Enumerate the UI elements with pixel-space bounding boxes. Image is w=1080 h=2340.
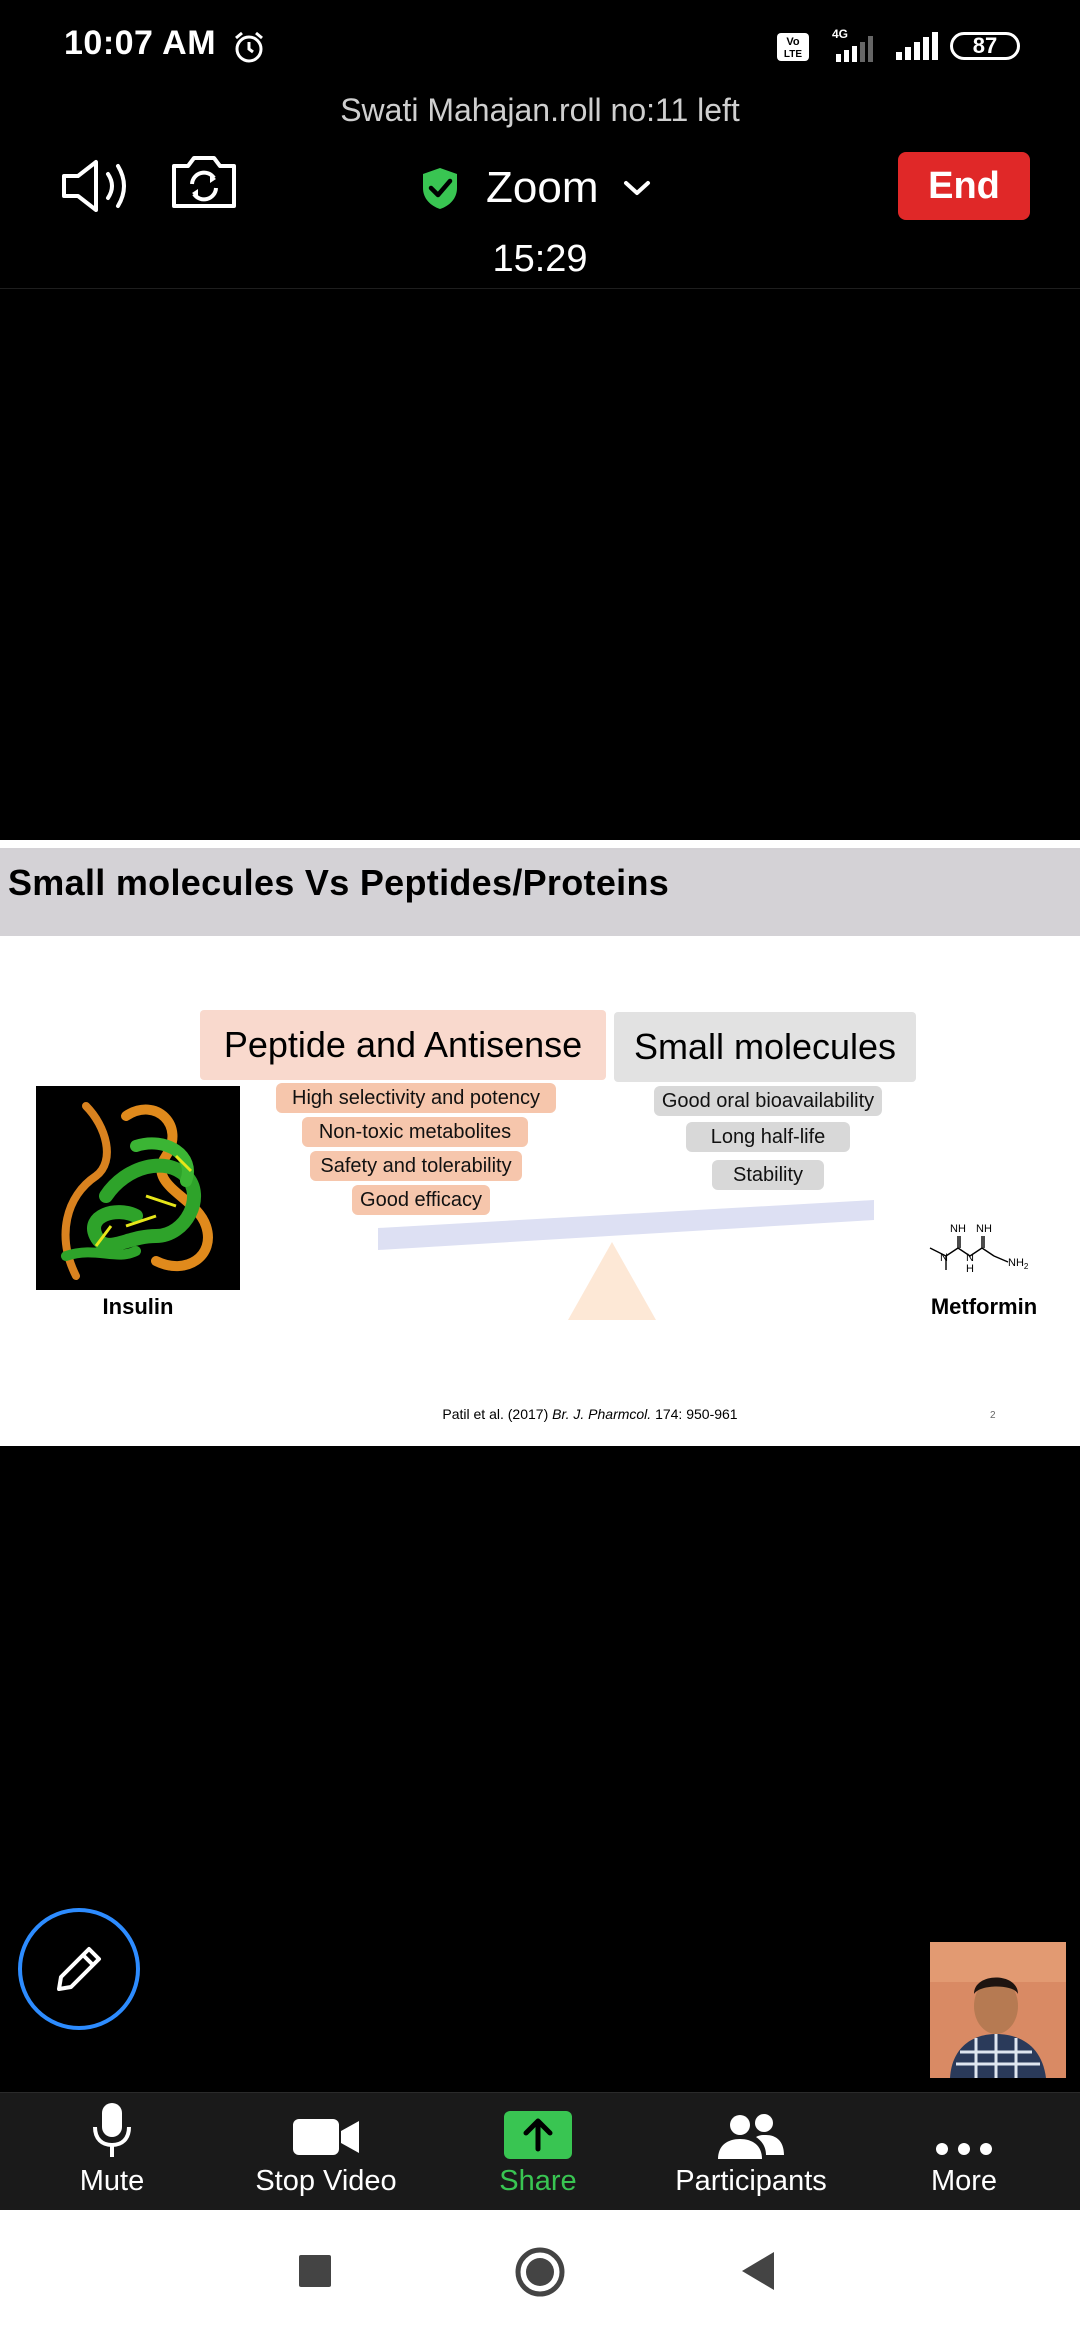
alarm-icon [235,31,263,63]
meeting-timer: 15:29 [492,238,588,280]
slide-title: Small molecules Vs Peptides/Proteins [8,862,670,903]
android-nav-bar [0,2210,1080,2340]
more-dots-icon [936,2143,992,2155]
back-triangle-icon[interactable] [740,2250,776,2292]
metformin-structure-image: NH NH N N H NH2 [929,1223,1029,1275]
metformin-h-mid: H [966,1263,974,1275]
slide-title-bar [0,848,1080,936]
meeting-toolbar: Mute Stop Video Share Part [0,2092,1080,2211]
video-camera-icon [293,2119,359,2155]
svg-text:4G: 4G [832,27,848,41]
annotate-button[interactable] [18,1908,140,2030]
peptide-heading: Peptide and Antisense [200,1010,606,1080]
meeting-title: Zoom [486,163,599,212]
battery-level: 87 [972,33,998,58]
slide-citation: Patil et al. (2017) Br. J. Pharmcol. 174… [442,1406,738,1422]
meeting-title-dropdown[interactable]: Zoom [420,158,652,218]
chevron-down-icon [624,181,651,195]
metformin-n-left: N [940,1252,948,1264]
self-video-thumbnail[interactable] [930,1942,1066,2078]
metformin-nh-right: NH [976,1223,992,1235]
balance-seesaw-graphic [378,1200,874,1320]
metformin-nh2: NH2 [1008,1257,1029,1271]
more-label: More [930,2165,998,2197]
peptide-point: Safety and tolerability [310,1151,522,1181]
status-time: 10:07 AM [64,24,217,62]
header-divider [0,288,1080,289]
insulin-label: Insulin [102,1294,174,1319]
pencil-icon [57,1947,101,1991]
small-molecule-point: Stability [712,1160,824,1190]
slide-number: 2 [990,1410,996,1421]
mute-button[interactable]: Mute [42,2093,182,2211]
svg-text:Vo: Vo [786,36,800,48]
share-button[interactable]: Share [468,2093,608,2211]
signal-icon [896,32,938,60]
share-arrow-icon [504,2111,572,2159]
small-molecules-heading: Small molecules [614,1012,916,1082]
metformin-n-mid: N [966,1252,974,1264]
microphone-icon [93,2103,131,2157]
metformin-nh-left: NH [950,1223,966,1235]
share-label: Share [499,2165,577,2197]
small-molecule-point: Good oral bioavailability [654,1086,882,1116]
stop-video-button[interactable]: Stop Video [236,2093,416,2211]
battery-icon: 87 [950,32,1020,60]
switch-camera-icon[interactable] [170,152,238,210]
volte-icon: Vo LTE [777,33,809,61]
participant-left-notice: Swati Mahajan.roll no:11 left [340,92,740,128]
participant-avatar [930,1942,1066,2078]
participants-icon [718,2114,784,2159]
shared-screen-slide[interactable]: Small molecules Vs Peptides/Proteins Pep… [0,840,1080,1446]
shield-check-icon [423,168,457,209]
participants-button[interactable]: Participants [660,2093,842,2211]
participants-label: Participants [675,2165,827,2197]
metformin-label: Metformin [930,1294,1038,1319]
insulin-structure-image [36,1086,240,1290]
peptide-point: Non-toxic metabolites [302,1117,528,1147]
peptide-point: High selectivity and potency [276,1083,556,1113]
stop-video-label: Stop Video [255,2165,397,2197]
end-meeting-button[interactable]: End [898,152,1030,220]
recents-square-icon[interactable] [298,2254,332,2288]
speaker-icon[interactable] [60,156,132,216]
small-molecule-point: Long half-life [686,1122,850,1152]
home-circle-icon[interactable] [514,2246,566,2298]
peptide-point: Good efficacy [352,1185,490,1215]
more-button[interactable]: More [894,2093,1034,2211]
mute-label: Mute [79,2165,145,2197]
svg-text:LTE: LTE [784,49,802,60]
signal-4g-icon: 4G [832,27,873,62]
